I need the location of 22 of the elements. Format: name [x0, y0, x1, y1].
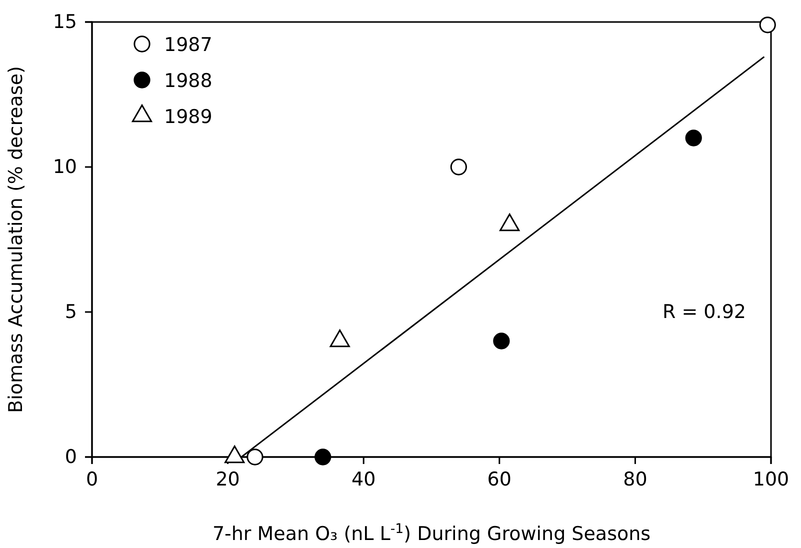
x-tick-label: 60 — [487, 468, 512, 490]
y-tick-label: 10 — [52, 156, 77, 178]
annotation: R = 0.92 — [662, 301, 746, 323]
x-tick-label: 40 — [352, 468, 376, 490]
legend-label: 1988 — [164, 70, 212, 92]
point — [685, 130, 702, 146]
x-axis-title: 7-hr Mean O₃ (nL L$^{-1}$) During Growing Seasons — [212, 522, 651, 545]
point — [450, 158, 467, 176]
y-axis-title: Biomass Accumulation (% decrease) — [5, 66, 27, 413]
point — [314, 448, 332, 466]
legend-label: 1987 — [164, 34, 212, 56]
x-tick-label: 80 — [623, 468, 648, 490]
y-tick-label: 0 — [64, 446, 77, 468]
x-tick-label: 0 — [86, 468, 98, 490]
point — [493, 332, 510, 350]
y-tick-label: 5 — [64, 301, 77, 324]
point — [246, 448, 264, 466]
y-tick-label: 15 — [52, 11, 77, 34]
legend-label: 1989 — [164, 106, 212, 128]
x-tick-label: 20 — [216, 468, 240, 490]
point — [759, 16, 776, 34]
x-tick-label: 100 — [752, 468, 790, 490]
